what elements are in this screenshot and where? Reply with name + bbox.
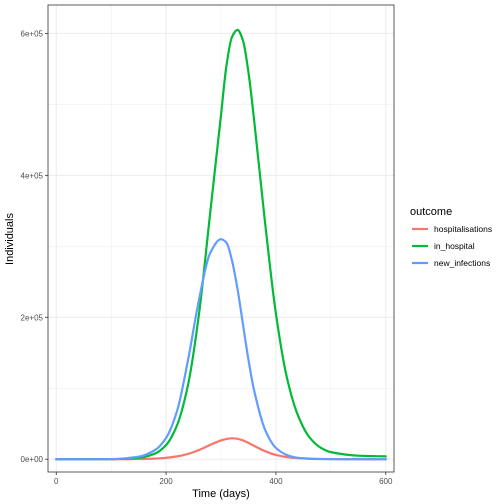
y-axis-title: Individuals [4,213,16,265]
panel-border [47,4,395,473]
legend-label: new_infections [434,258,490,268]
x-tick-label: 400 [269,477,283,486]
x-tick-label: 600 [379,477,393,486]
legend-item-hospitalisations: hospitalisations [412,224,492,234]
y-tick-label: 4e+05 [21,171,44,180]
series-line-new-infections [55,238,387,461]
x-tick-label: 0 [54,477,59,486]
legend-label: hospitalisations [434,224,492,234]
legend-item-in-hospital: in_hospital [412,241,475,251]
x-tick-label: 200 [159,477,173,486]
grid-lines [48,5,394,472]
legend-title: outcome [410,206,452,218]
y-tick-label: 6e+05 [21,29,44,38]
legend-item-new-infections: new_infections [412,258,490,268]
y-axis: 0e+00 2e+05 4e+05 6e+05 [21,29,48,464]
y-tick-label: 0e+00 [21,455,44,464]
series-lines [55,28,387,461]
x-axis-title: Time (days) [192,488,250,500]
y-tick-label: 2e+05 [21,313,44,322]
legend: outcome hospitalisations in_hospital new_i… [410,206,492,268]
series-line-in-hospital [55,28,387,461]
x-axis: 0 200 400 600 [54,472,393,486]
legend-items: hospitalisations in_hospital new_infection… [412,224,492,268]
legend-label: in_hospital [434,241,475,251]
plot-panel [47,4,395,473]
